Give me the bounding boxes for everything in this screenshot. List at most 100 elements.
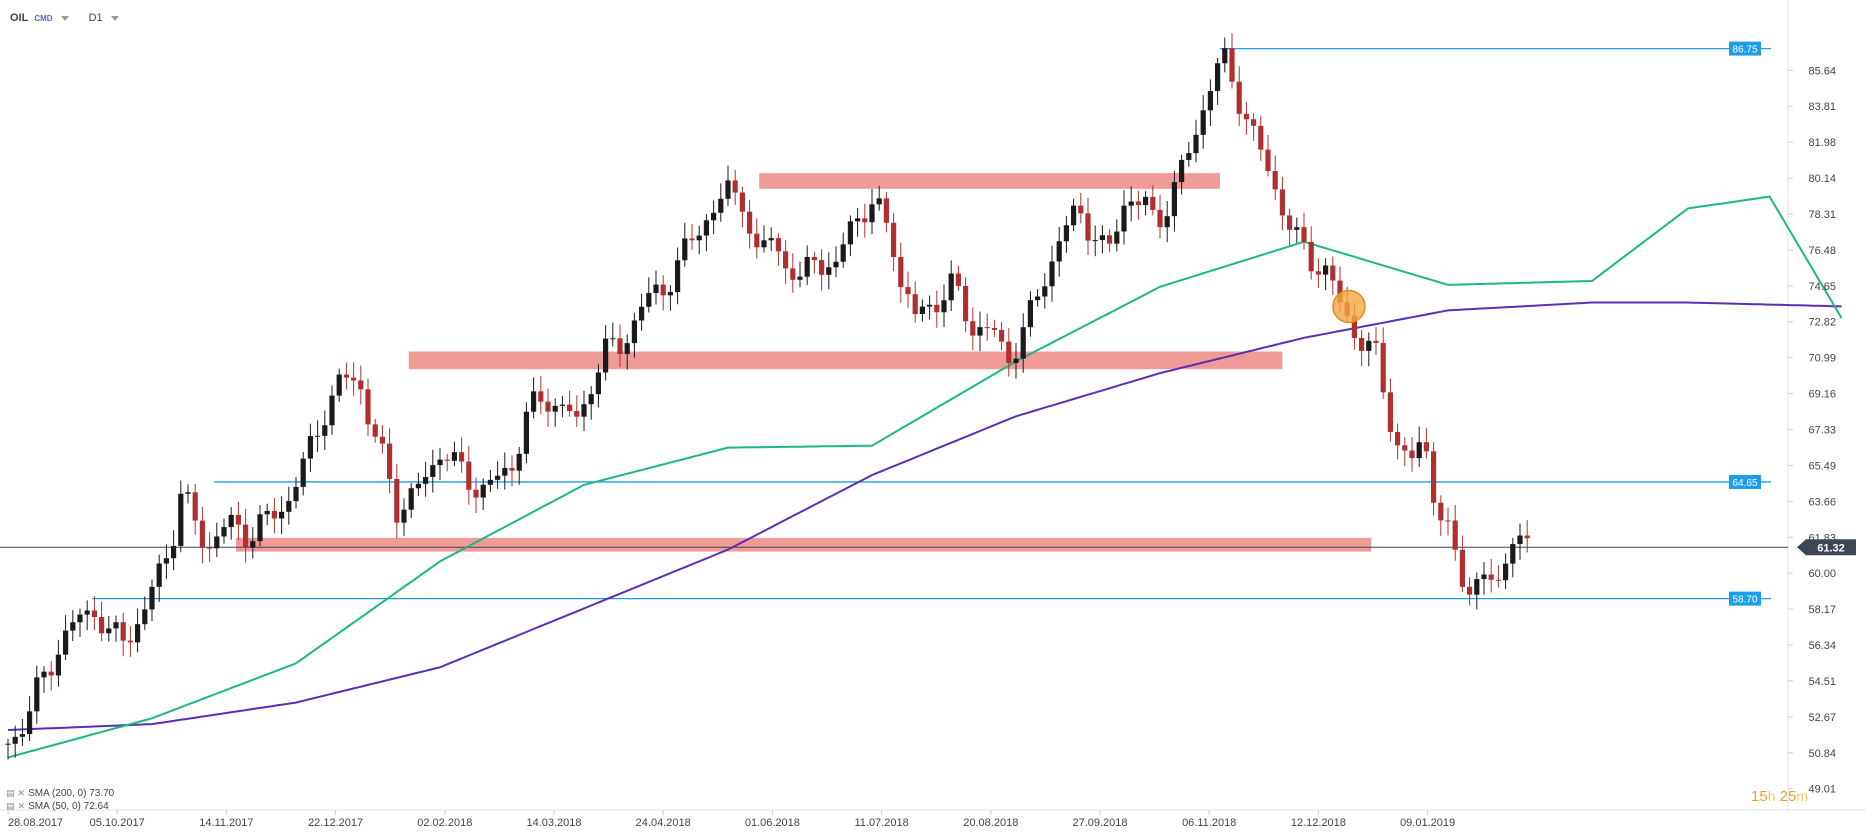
candle-body — [1179, 159, 1185, 183]
candle-body — [495, 475, 501, 480]
candle-body — [459, 452, 465, 462]
candle-body — [631, 320, 637, 344]
candle-body — [682, 238, 688, 261]
candle-body — [401, 509, 407, 523]
candle-body — [1337, 280, 1343, 303]
candle-body — [365, 389, 371, 425]
x-axis-ticks: 28.08.2017 05.10.2017 14.11.2017 22.12.2017… — [7, 810, 1455, 829]
candle-body — [1200, 110, 1206, 135]
candle-body — [826, 267, 832, 275]
candle-body — [927, 304, 933, 307]
candle-body — [192, 492, 198, 521]
candle-body — [1409, 450, 1415, 459]
candle-body — [480, 484, 486, 498]
candle-body — [1128, 201, 1134, 206]
candle-body — [1279, 189, 1285, 216]
candle-body — [1049, 261, 1055, 287]
candle-body — [336, 374, 342, 396]
candle-body — [1035, 296, 1041, 301]
close-icon[interactable]: ✕ — [17, 801, 26, 811]
candle-body — [171, 545, 177, 559]
candle-body — [19, 734, 25, 737]
x-tick-label: 28.08.2017 — [8, 817, 63, 829]
candle-body — [185, 492, 191, 494]
candle-body — [1071, 205, 1077, 226]
candle-body — [1330, 265, 1336, 281]
candle-body — [387, 443, 393, 479]
candle-body — [811, 256, 817, 261]
candle-body — [783, 251, 789, 269]
timeframe-dropdown-caret[interactable] — [110, 15, 119, 21]
candle-body — [747, 211, 753, 234]
legend-sma-200[interactable]: ▤ ✕ SMA (200, 0) 73.70 — [6, 788, 114, 799]
candle-body — [1510, 544, 1516, 564]
candle-body — [840, 244, 846, 262]
candle-body — [1294, 227, 1300, 230]
settings-icon[interactable]: ▤ — [6, 788, 15, 798]
countdown-hours-unit: h — [1767, 788, 1776, 804]
candle-body — [768, 238, 774, 241]
resistance-zone — [408, 351, 1283, 370]
candle-body — [646, 293, 652, 307]
y-tick-label: 72.82 — [1808, 317, 1836, 329]
timeframe-label[interactable]: D1 — [88, 12, 103, 24]
candle-body — [1488, 574, 1494, 580]
y-tick-label: 78.31 — [1808, 209, 1836, 221]
candle-body — [1236, 81, 1242, 114]
sma-200-line — [7, 301, 1842, 731]
candle-body — [1229, 48, 1235, 82]
legend-sma-50[interactable]: ▤ ✕ SMA (50, 0) 72.64 — [6, 801, 109, 812]
level-label-box — [1729, 591, 1761, 606]
candle-body — [1438, 502, 1444, 521]
candle-body — [372, 424, 378, 437]
candle-body — [315, 435, 321, 437]
candle-body — [516, 453, 522, 471]
symbol-dropdown-caret[interactable] — [60, 15, 69, 21]
y-tick-label: 52.67 — [1808, 712, 1836, 724]
horizontal-levels[interactable]: 86.75 64.65 58.70 — [92, 41, 1771, 606]
candle-body — [34, 677, 40, 712]
candle-body — [912, 294, 918, 315]
candle-body — [1315, 271, 1321, 275]
current-price-label: 61.32 — [1817, 542, 1845, 554]
level-label-box — [1729, 474, 1761, 489]
candle-body — [567, 404, 573, 412]
candle-body — [1431, 451, 1437, 503]
candle-body — [307, 436, 313, 459]
sma-50-line — [7, 195, 1843, 759]
x-tick-label: 20.08.2018 — [963, 817, 1018, 829]
candle-body — [919, 306, 925, 315]
x-tick-label: 27.09.2018 — [1072, 817, 1127, 829]
candle-body — [1452, 520, 1458, 550]
candle-body — [293, 486, 299, 502]
candle-body — [1459, 549, 1465, 587]
resistance-zone — [236, 537, 1372, 552]
candle-body — [279, 511, 285, 519]
y-tick-label: 56.34 — [1808, 640, 1836, 652]
candle-body — [883, 198, 889, 223]
candle-body — [156, 563, 162, 587]
candle-body — [1380, 342, 1386, 393]
current-price-box — [1797, 539, 1856, 556]
candle-body — [487, 479, 493, 485]
candle-body — [999, 329, 1005, 342]
candle-body — [91, 610, 97, 618]
candle-body — [1114, 231, 1120, 244]
candle-body — [178, 493, 184, 546]
candle-body — [1503, 563, 1509, 581]
close-icon[interactable]: ✕ — [17, 788, 26, 798]
candle-body — [574, 411, 580, 417]
candle-body — [351, 377, 357, 381]
settings-icon[interactable]: ▤ — [6, 801, 15, 811]
y-tick-label: 54.51 — [1808, 676, 1836, 688]
candle-body — [1445, 520, 1451, 522]
candle-body — [955, 273, 961, 286]
candle-body — [855, 218, 861, 222]
y-tick-label: 76.48 — [1808, 245, 1836, 257]
legend-sma-200-text: SMA (200, 0) 73.70 — [28, 788, 115, 799]
y-tick-label: 60.00 — [1808, 568, 1836, 580]
symbol-label[interactable]: OIL — [10, 12, 29, 24]
candle-body — [790, 268, 796, 280]
x-tick-label: 12.12.2018 — [1291, 817, 1346, 829]
